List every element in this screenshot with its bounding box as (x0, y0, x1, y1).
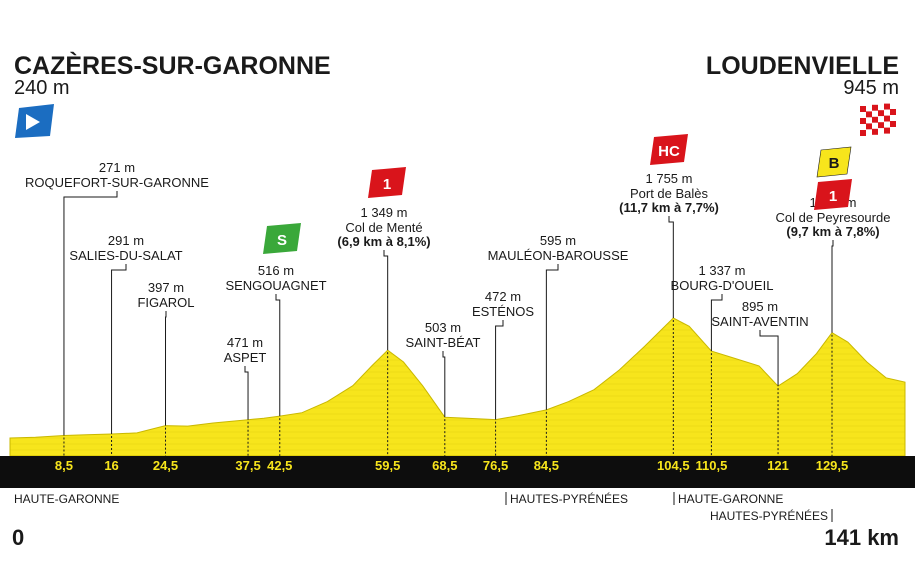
point-name: SAINT-BÉAT (406, 335, 481, 350)
point-name: SALIES-DU-SALAT (69, 248, 182, 263)
label-leader (244, 366, 249, 420)
point-name: FIGAROL (137, 295, 194, 310)
label-leader (63, 191, 118, 436)
start-flag-icon (15, 104, 54, 138)
bonus-label: B (829, 155, 840, 172)
label-leader (759, 330, 779, 387)
climb-category-badge (814, 179, 852, 210)
km-label: 110,5 (695, 458, 727, 473)
profile-area (9, 317, 906, 457)
km-label: 16 (104, 458, 118, 473)
point-altitude: 472 m (485, 289, 521, 304)
km-label: 129,5 (816, 458, 849, 473)
point-altitude: 1 755 m (646, 171, 693, 186)
label-leader (442, 351, 446, 418)
climb-detail: (6,9 km à 8,1%) (337, 234, 430, 249)
point-altitude: 503 m (425, 320, 461, 335)
km-label: 59,5 (375, 458, 400, 473)
label-leader (831, 240, 834, 333)
point-altitude: 595 m (540, 233, 576, 248)
distance-start-label: 0 (12, 525, 25, 550)
badge-label: HC (658, 143, 680, 160)
point-name: Col de Menté (345, 220, 422, 235)
label-leader (710, 294, 723, 352)
climb-category-badge (368, 167, 406, 198)
point-altitude: 1 337 m (699, 263, 746, 278)
point-name: ASPET (224, 350, 267, 365)
label-leader (275, 294, 281, 417)
finish-altitude: 945 m (843, 77, 899, 99)
point-altitude: 1 349 m (361, 205, 408, 220)
region-name: HAUTES-PYRÉNÉES (710, 508, 828, 523)
point-name: SAINT-AVENTIN (711, 314, 808, 329)
point-name: Port de Balès (630, 186, 709, 201)
finish-town-name: LOUDENVIELLE (705, 52, 899, 80)
bonus-badge (816, 146, 852, 178)
km-label: 68,5 (432, 458, 457, 473)
km-label: 84,5 (534, 458, 559, 473)
point-name: ESTÉNOS (472, 304, 534, 319)
km-label: 24,5 (153, 458, 178, 473)
point-name: BOURG-D'OUEIL (671, 278, 774, 293)
point-name: Col de Peyresourde (776, 210, 891, 225)
label-leader (495, 320, 504, 420)
start-town-name: CAZÈRES-SUR-GARONNE (14, 52, 331, 80)
point-name: MAULÉON-BAROUSSE (488, 248, 629, 263)
point-altitude: 471 m (227, 335, 263, 350)
region-name: HAUTES-PYRÉNÉES (510, 491, 628, 506)
label-leader (668, 216, 674, 318)
label-leader (545, 264, 559, 410)
km-label: 37,5 (235, 458, 260, 473)
distance-end-label: 141 km (824, 525, 899, 550)
km-label: 104,5 (657, 458, 690, 473)
km-label: 121 (767, 458, 789, 473)
region-name: HAUTE-GARONNE (14, 492, 119, 506)
climb-detail: (11,7 km à 7,7%) (619, 200, 719, 215)
km-label: 76,5 (483, 458, 508, 473)
point-altitude: 397 m (148, 280, 184, 295)
badge-label: S (277, 232, 287, 249)
point-altitude: 291 m (108, 233, 144, 248)
point-altitude: 895 m (742, 299, 778, 314)
point-altitude: 271 m (99, 160, 135, 175)
finish-flag-icon (860, 103, 896, 136)
point-name: ROQUEFORT-SUR-GARONNE (25, 175, 209, 190)
badge-label: 1 (383, 176, 391, 193)
km-label: 8,5 (55, 458, 73, 473)
km-band (0, 456, 915, 488)
point-altitude: 516 m (258, 263, 294, 278)
region-name: HAUTE-GARONNE (678, 492, 783, 506)
label-leader (111, 264, 127, 434)
point-name: SENGOUAGNET (225, 278, 326, 293)
badge-label: 1 (829, 188, 837, 205)
label-leader (383, 250, 389, 351)
sprint-badge-icon (263, 223, 301, 254)
km-label: 42,5 (267, 458, 292, 473)
start-altitude: 240 m (14, 77, 70, 99)
climb-category-badge (650, 134, 688, 165)
climb-detail: (9,7 km à 7,8%) (786, 224, 879, 239)
